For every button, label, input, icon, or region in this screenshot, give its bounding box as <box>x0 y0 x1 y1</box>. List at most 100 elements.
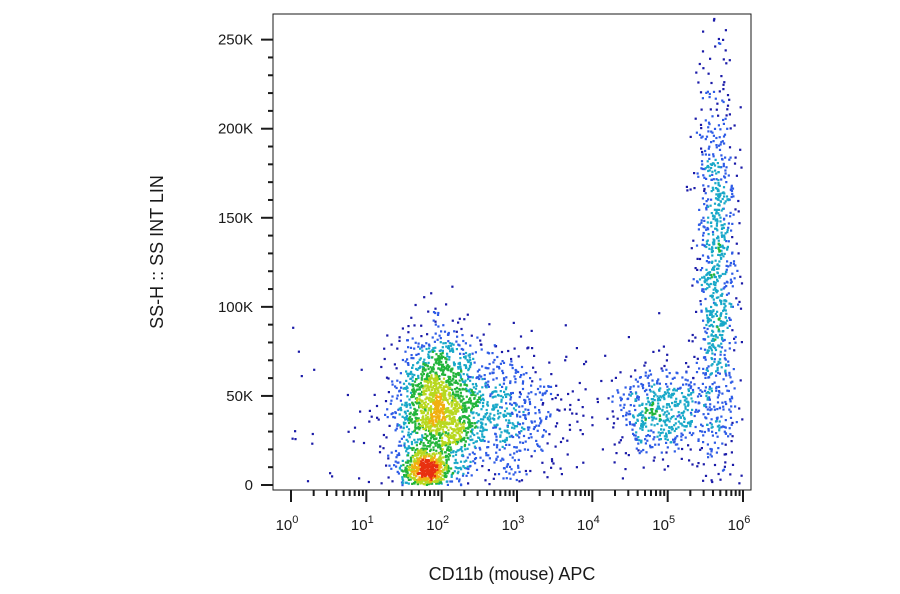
data-point <box>657 443 660 446</box>
data-point <box>436 464 439 467</box>
data-point <box>711 247 714 250</box>
data-point <box>505 477 508 480</box>
data-point <box>426 453 429 456</box>
data-point <box>427 353 430 356</box>
data-point <box>404 350 407 353</box>
data-point <box>425 424 428 427</box>
data-point <box>442 462 445 465</box>
data-point <box>717 360 720 363</box>
data-point <box>696 465 699 468</box>
data-point <box>714 218 717 221</box>
data-point <box>471 451 474 454</box>
data-point <box>445 389 448 392</box>
data-point <box>440 330 443 333</box>
data-point <box>550 373 553 376</box>
data-point <box>386 416 389 419</box>
data-point <box>705 91 708 94</box>
data-point <box>712 298 715 301</box>
data-point <box>716 396 719 399</box>
data-point <box>418 428 421 431</box>
data-point <box>581 433 584 436</box>
data-point <box>726 231 729 234</box>
data-points <box>291 17 744 487</box>
data-point <box>693 355 696 358</box>
data-point <box>415 460 418 463</box>
data-point <box>476 370 479 373</box>
data-point <box>716 278 719 281</box>
data-point <box>530 455 533 458</box>
data-point <box>696 172 699 175</box>
data-point <box>540 398 543 401</box>
data-point <box>729 416 733 419</box>
data-point <box>431 349 434 352</box>
data-point <box>713 360 716 363</box>
data-point <box>438 412 441 415</box>
data-point <box>435 413 438 416</box>
data-point <box>453 420 456 423</box>
data-point <box>455 477 458 480</box>
data-point <box>437 358 440 361</box>
data-point <box>717 236 720 239</box>
data-point <box>404 468 407 471</box>
data-point <box>406 409 409 412</box>
data-point <box>439 352 442 355</box>
data-point <box>387 476 390 479</box>
data-point <box>471 432 474 435</box>
data-point <box>737 252 740 255</box>
data-point <box>507 421 510 425</box>
data-point <box>633 404 636 407</box>
data-point <box>469 344 472 347</box>
data-point <box>409 463 412 466</box>
data-point <box>683 399 686 402</box>
data-point <box>447 340 450 343</box>
data-point <box>644 371 647 374</box>
data-point <box>709 409 712 412</box>
data-point <box>739 148 742 151</box>
data-point <box>444 434 447 437</box>
data-point <box>735 421 738 424</box>
data-point <box>700 219 703 222</box>
data-point <box>446 401 450 404</box>
data-point <box>419 419 423 422</box>
data-point <box>704 192 707 195</box>
data-point <box>458 422 461 425</box>
data-point <box>458 433 461 436</box>
data-point <box>411 482 414 485</box>
data-point <box>699 91 703 94</box>
data-point <box>501 369 504 372</box>
data-point <box>440 449 443 452</box>
data-point <box>512 407 516 410</box>
data-point <box>519 441 522 444</box>
data-point <box>637 449 640 452</box>
data-point <box>494 473 497 476</box>
data-point <box>522 380 525 383</box>
data-point <box>690 247 693 250</box>
data-point <box>445 462 448 465</box>
data-point <box>716 368 719 372</box>
data-point <box>706 423 709 426</box>
data-point <box>415 468 418 472</box>
data-point <box>487 469 490 472</box>
data-point <box>418 366 422 369</box>
data-point <box>444 475 448 479</box>
data-point <box>453 399 456 402</box>
data-point <box>422 444 425 447</box>
data-point <box>424 481 427 484</box>
data-point <box>710 261 713 264</box>
data-point <box>390 343 393 346</box>
data-point <box>509 398 512 401</box>
data-point <box>429 385 432 388</box>
data-point <box>517 464 520 467</box>
data-point <box>461 379 464 382</box>
data-point <box>723 465 726 468</box>
data-point <box>632 414 635 417</box>
data-point <box>405 370 408 373</box>
data-point <box>492 371 495 374</box>
data-point <box>429 424 432 427</box>
data-point <box>702 216 705 219</box>
data-point <box>717 362 720 365</box>
data-point <box>404 418 407 421</box>
data-point <box>463 404 467 407</box>
data-point <box>658 418 661 421</box>
data-point <box>411 464 414 467</box>
